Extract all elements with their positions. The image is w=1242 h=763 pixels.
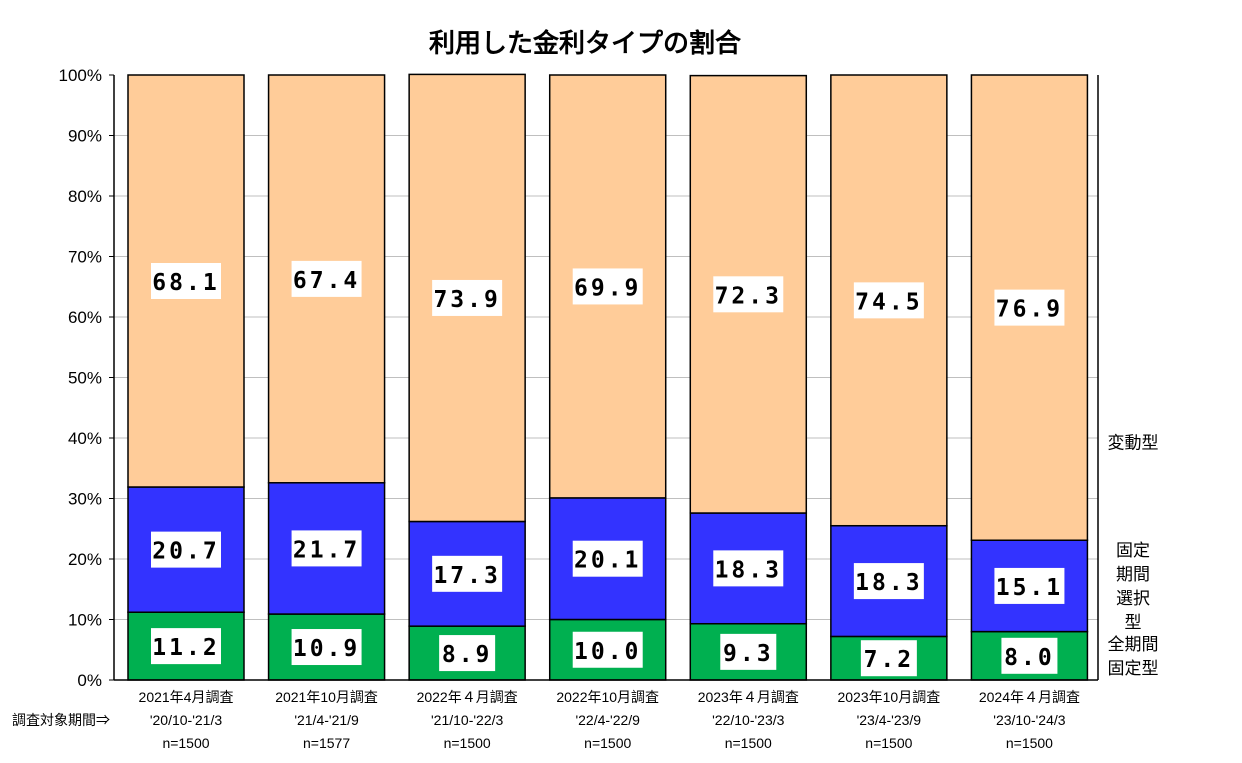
data-label: 10.9	[293, 636, 360, 662]
x-category-n: n=1500	[162, 735, 209, 751]
data-label: 73.9	[433, 287, 500, 313]
x-category-n: n=1500	[1006, 735, 1053, 751]
data-label-box	[860, 640, 917, 677]
data-label: 20.7	[152, 539, 219, 565]
plot-area: 0% 10% 20% 30% 40% 50% 60% 70% 80% 90% 100% 11.2 20.…	[12, 66, 1159, 751]
data-label-box	[853, 282, 924, 319]
x-category-n: n=1500	[865, 735, 912, 751]
legend-label: 固定型	[1108, 659, 1159, 679]
data-label-box	[720, 633, 777, 670]
y-tick-label: 40%	[68, 429, 102, 448]
data-label-box	[291, 629, 362, 666]
x-category-survey: 2024年４月調査	[979, 689, 1080, 705]
data-label: 18.3	[715, 557, 782, 583]
data-label-box	[713, 550, 784, 587]
data-label: 8.9	[442, 642, 493, 668]
data-label: 8.0	[1004, 645, 1055, 671]
x-category-n: n=1577	[303, 735, 350, 751]
data-label: 21.7	[293, 537, 360, 563]
data-label: 10.0	[574, 639, 641, 665]
data-label-box	[291, 530, 362, 567]
data-label-box	[994, 289, 1065, 326]
data-label-box	[432, 555, 503, 592]
y-tick-label: 90%	[68, 127, 102, 146]
y-tick-label: 60%	[68, 308, 102, 327]
data-label: 20.1	[574, 548, 641, 574]
x-category-period: '22/4-'22/9	[575, 712, 640, 728]
x-category-n: n=1500	[725, 735, 772, 751]
x-category-n: n=1500	[584, 735, 631, 751]
data-label: 15.1	[996, 575, 1063, 601]
data-label: 72.3	[715, 283, 782, 309]
data-label-box	[572, 631, 643, 668]
y-tick-label: 50%	[68, 369, 102, 388]
x-category-period: '21/4-'21/9	[294, 712, 359, 728]
x-category-n: n=1500	[444, 735, 491, 751]
y-tick-label: 100%	[59, 66, 102, 85]
data-label: 69.9	[574, 275, 641, 301]
legend-label: 選択	[1116, 589, 1150, 609]
legend-label: 期間	[1116, 565, 1150, 585]
x-category-period: '22/10-'23/3	[712, 712, 785, 728]
data-label: 17.3	[433, 563, 500, 589]
data-label: 11.2	[152, 635, 219, 661]
x-category-period: '21/10-'22/3	[431, 712, 504, 728]
x-category-survey: 2023年10月調査	[837, 689, 940, 705]
x-category-survey: 2021年4月調査	[139, 689, 234, 705]
bar-segment	[127, 486, 245, 613]
data-label-box	[994, 567, 1065, 604]
data-label: 18.3	[855, 570, 922, 596]
data-label-box	[291, 260, 362, 297]
data-label: 68.1	[152, 270, 219, 296]
data-label-box	[432, 279, 503, 316]
chart-title: 利用した金利タイプの割合	[429, 28, 742, 59]
x-category-period: '23/4-'23/9	[857, 712, 922, 728]
data-label: 76.9	[996, 297, 1063, 323]
data-label-box	[572, 540, 643, 577]
data-label-box	[151, 263, 221, 300]
legend-label: 全期間	[1108, 635, 1159, 655]
y-tick-label: 80%	[68, 187, 102, 206]
y-tick-label: 10%	[68, 611, 102, 630]
data-label: 7.2	[864, 647, 915, 673]
data-label-box	[713, 276, 784, 313]
data-label-box	[1001, 637, 1058, 674]
x-category-survey: 2022年４月調査	[417, 689, 518, 705]
data-label-box	[572, 268, 643, 305]
data-label: 9.3	[723, 641, 774, 667]
data-label: 74.5	[855, 289, 922, 315]
data-label-box	[439, 635, 496, 672]
y-tick-label: 30%	[68, 490, 102, 509]
data-label-box	[151, 531, 221, 568]
x-category-period: '20/10-'21/3	[150, 712, 223, 728]
x-category-survey: 2023年４月調査	[698, 689, 799, 705]
y-tick-label: 0%	[77, 671, 102, 690]
y-tick-label: 70%	[68, 248, 102, 267]
legend-label: 固定	[1116, 541, 1150, 561]
legend-label: 型	[1125, 613, 1142, 633]
x-category-period: '23/10-'24/3	[993, 712, 1066, 728]
x-category-survey: 2021年10月調査	[275, 689, 378, 705]
data-label: 67.4	[293, 268, 360, 294]
y-tick-label: 20%	[68, 550, 102, 569]
legend-label: 変動型	[1108, 434, 1159, 454]
period-row-header: 調査対象期間⇒	[12, 712, 110, 728]
data-label-box	[151, 628, 221, 665]
x-category-survey: 2022年10月調査	[556, 689, 659, 705]
data-label-box	[853, 563, 924, 600]
